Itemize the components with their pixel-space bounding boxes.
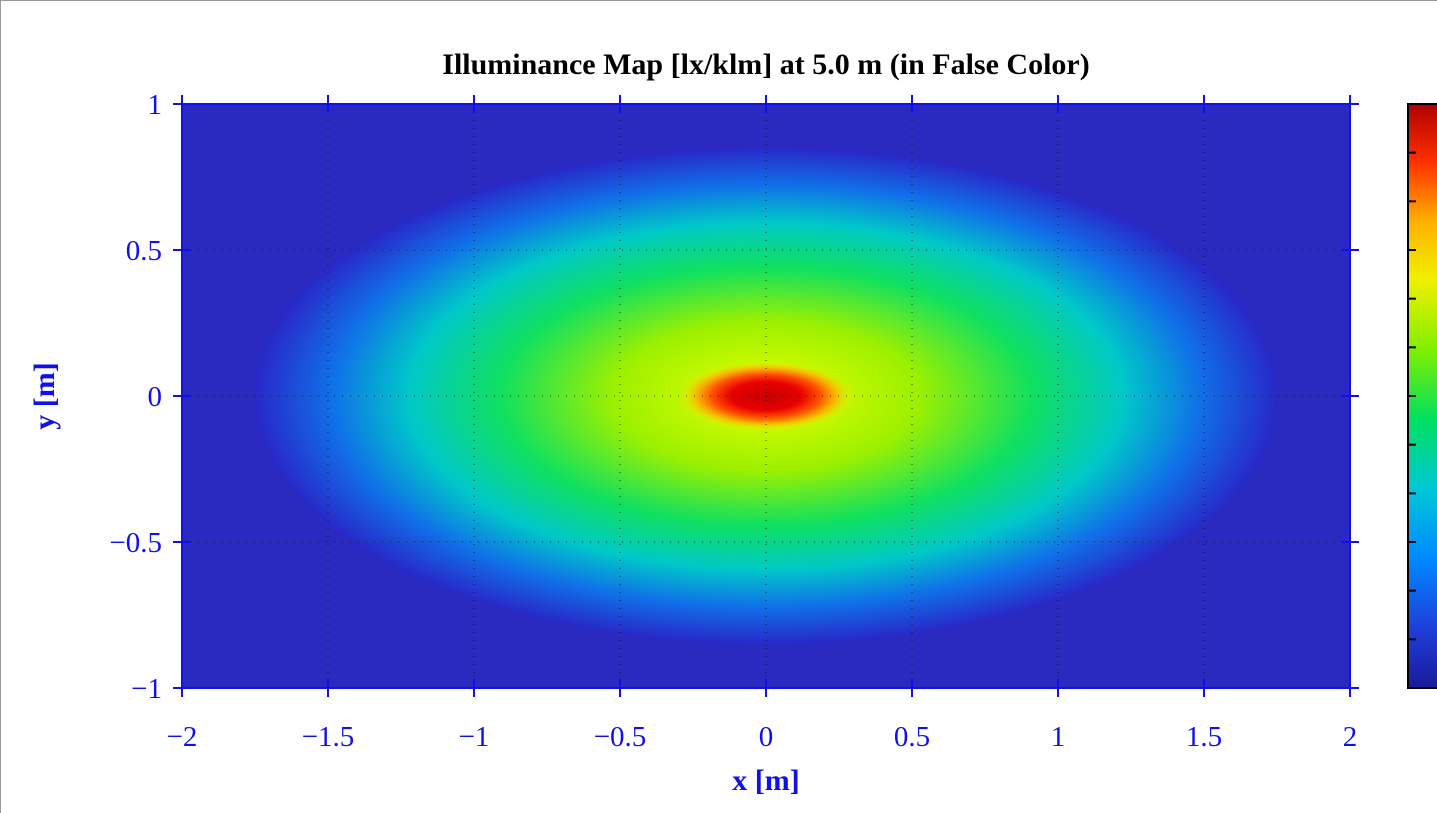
x-tick-label: 2	[1343, 721, 1358, 753]
colorbar-ticks	[1408, 151, 1416, 641]
x-tick-labels: −2 −1.5 −1 −0.5 0 0.5 1 1.5 2	[167, 721, 1358, 753]
y-tick-label: 1	[148, 89, 163, 121]
axes	[173, 95, 1359, 697]
y-tick-label: −0.5	[109, 527, 162, 559]
y-tick-label: −1	[131, 673, 162, 705]
x-tick-label: −1.5	[302, 721, 355, 753]
chart-title: Illuminance Map [lx/klm] at 5.0 m (in Fa…	[442, 48, 1089, 81]
x-tick-label: −2	[167, 721, 198, 753]
x-tick-label: 1	[1051, 721, 1066, 753]
x-tick-label: 0.5	[894, 721, 930, 753]
y-tick-label: 0	[148, 381, 163, 413]
y-tick-label: 0.5	[126, 235, 162, 267]
y-tick-labels: −1 −0.5 0 0.5 1	[109, 89, 162, 705]
y-axis-title: y [m]	[28, 362, 61, 429]
x-tick-label: 1.5	[1186, 721, 1222, 753]
x-tick-label: −0.5	[594, 721, 647, 753]
x-axis-title: x [m]	[732, 764, 799, 797]
x-tick-label: 0	[759, 721, 774, 753]
colorbar	[1407, 103, 1437, 689]
x-tick-label: −1	[459, 721, 490, 753]
